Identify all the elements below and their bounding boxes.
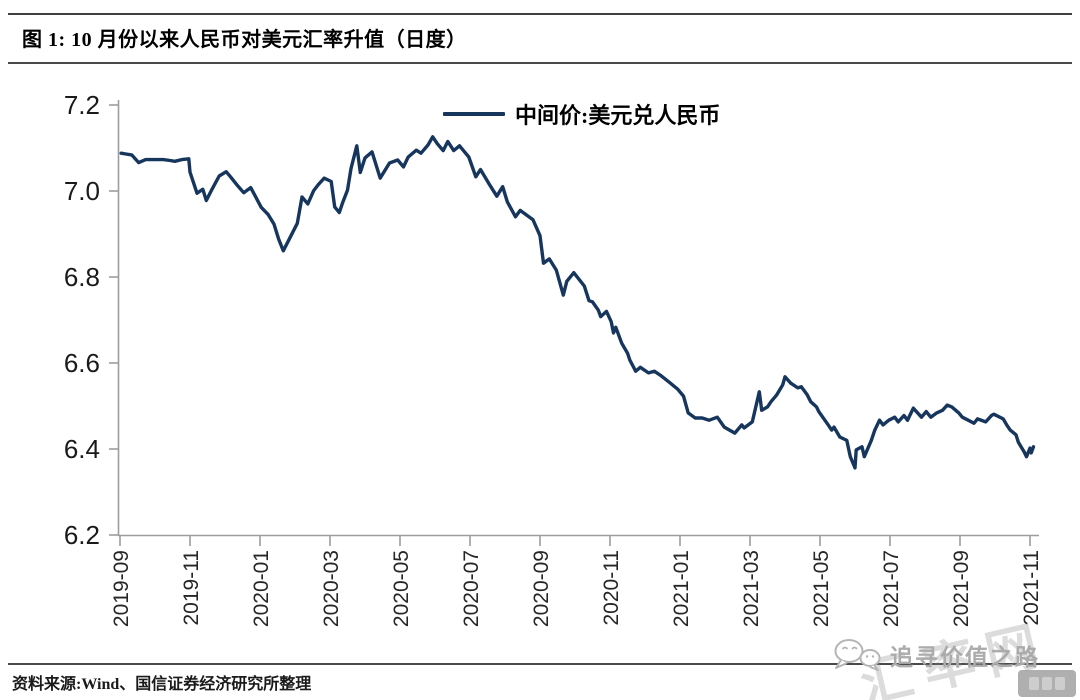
x-tick-label: 2019-11 — [180, 550, 203, 626]
wechat-icon — [834, 639, 881, 671]
x-tick-label: 2021-07 — [880, 550, 903, 627]
y-tick-label: 6.6 — [64, 348, 100, 378]
wechat-watermark-text: 追寻价值之路 — [890, 645, 1040, 670]
price-line — [119, 135, 1036, 470]
x-tick-label: 2021-05 — [810, 550, 833, 627]
legend: 中间价:美元兑人民币 — [443, 98, 720, 130]
y-axis-ticks — [109, 104, 119, 536]
x-tick-label: 2021-03 — [740, 550, 763, 627]
y-tick-label: 7.2 — [64, 90, 100, 120]
x-tick-label: 2021-09 — [950, 550, 973, 627]
y-tick-label: 6.2 — [64, 520, 100, 550]
source-text: 资料来源:Wind、国信证券经济研究所整理 — [12, 676, 312, 693]
page-title: 图 1: 10 月份以来人民币对美元汇率升值（日度） — [22, 29, 467, 51]
x-tick-label: 2021-01 — [670, 550, 693, 627]
legend-line-sample — [443, 111, 505, 117]
x-tick-label: 2019-09 — [110, 550, 133, 627]
x-tick-label: 2020-05 — [390, 550, 413, 627]
bottom-rule — [8, 663, 1072, 665]
corner-logo — [1018, 670, 1076, 697]
y-tick-label: 6.4 — [64, 434, 100, 464]
y-axis-labels: 7.2 7.0 6.8 6.6 6.4 6.2 — [64, 90, 100, 550]
x-tick-label: 2020-01 — [250, 550, 273, 627]
x-axis-ticks — [119, 536, 1031, 546]
x-axis-labels: 2019-09 2019-11 2020-01 2020-03 2020-05 2020-… — [110, 550, 1043, 627]
title-divider-rule — [8, 62, 1072, 64]
top-rule — [8, 13, 1072, 15]
x-tick-label: 2020-03 — [320, 550, 343, 627]
x-tick-label: 2020-11 — [600, 550, 623, 626]
x-tick-label: 2020-09 — [530, 550, 553, 627]
x-tick-label: 2021-11 — [1020, 550, 1043, 626]
x-tick-label: 2020-07 — [460, 550, 483, 627]
legend-label: 中间价:美元兑人民币 — [515, 103, 721, 128]
y-tick-label: 6.8 — [64, 262, 100, 292]
wechat-watermark: 追寻价值之路 — [832, 638, 1040, 672]
y-tick-label: 7.0 — [64, 176, 100, 206]
